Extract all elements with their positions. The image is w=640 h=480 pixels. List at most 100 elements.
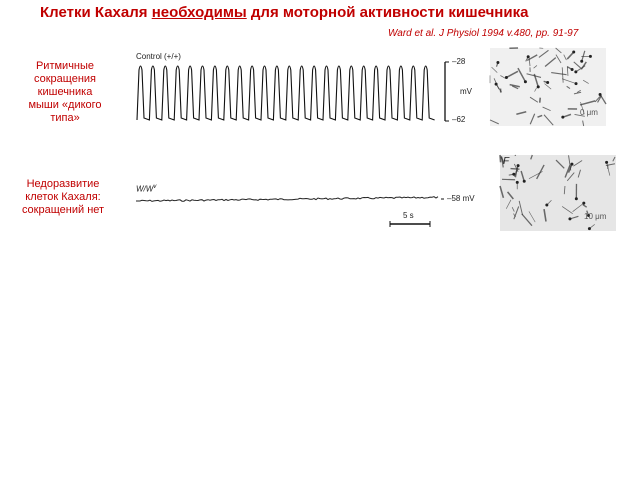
cell-process bbox=[573, 91, 582, 95]
flat-trace bbox=[136, 196, 439, 202]
cell-process bbox=[528, 211, 536, 223]
cell-process bbox=[573, 61, 581, 69]
cell-process bbox=[573, 160, 583, 167]
cell-body bbox=[570, 162, 574, 166]
cell-process bbox=[511, 207, 515, 212]
cell-process bbox=[537, 114, 543, 118]
cell-process bbox=[511, 85, 519, 90]
cell-body bbox=[588, 54, 592, 58]
caption-line: сокращения bbox=[33, 73, 96, 85]
cell-process bbox=[555, 47, 562, 54]
cell-process bbox=[582, 204, 588, 208]
cell-process bbox=[534, 87, 537, 92]
cell-body bbox=[568, 217, 572, 221]
cell-body bbox=[546, 81, 550, 85]
cell-process bbox=[530, 154, 533, 160]
cell-body bbox=[605, 160, 609, 164]
cell-process bbox=[542, 106, 551, 112]
panel-letter: F bbox=[503, 156, 510, 167]
cell-body bbox=[580, 59, 584, 63]
caption: Недоразвитие клеток Кахаля: сокращений нет bbox=[8, 178, 118, 217]
cell-process bbox=[513, 213, 516, 218]
cell-body bbox=[587, 227, 591, 231]
cell-process bbox=[561, 67, 564, 83]
cell-process bbox=[499, 154, 502, 163]
cell-body bbox=[523, 80, 527, 84]
cell-process bbox=[529, 113, 536, 125]
caption-line: Недоразвитие bbox=[26, 178, 100, 190]
cell-process bbox=[551, 72, 567, 76]
title-emphasis: необходимы bbox=[151, 4, 247, 21]
cell-process bbox=[564, 165, 571, 178]
cell-process bbox=[538, 49, 549, 58]
cell-process bbox=[561, 78, 577, 84]
cell-body bbox=[522, 179, 526, 183]
title-text: для моторной активности кишечника bbox=[246, 4, 529, 21]
cell-process bbox=[536, 164, 545, 180]
cell-process bbox=[568, 155, 572, 171]
cell-process bbox=[543, 114, 554, 126]
cell-body bbox=[504, 75, 508, 79]
cell-process bbox=[577, 169, 581, 178]
caption-line: клеток Кахаля: bbox=[25, 191, 101, 203]
cell-process bbox=[544, 83, 552, 90]
cell-process bbox=[580, 101, 585, 115]
cell-process bbox=[582, 79, 589, 84]
micrograph bbox=[500, 155, 616, 231]
cell-process bbox=[612, 156, 616, 162]
caption: Ритмичные сокращения кишечника мыши «дикого… bbox=[10, 60, 120, 125]
cell-process bbox=[517, 67, 527, 83]
scale-label: mV bbox=[460, 87, 472, 96]
cell-process bbox=[563, 54, 567, 61]
micrograph-scale: 0 μm bbox=[580, 108, 598, 117]
trace-label: W/Wv bbox=[136, 184, 156, 194]
cell-body bbox=[496, 61, 500, 65]
cell-process bbox=[533, 73, 539, 88]
cell-process bbox=[529, 96, 539, 103]
cell-process bbox=[566, 51, 575, 60]
cell-process bbox=[581, 50, 586, 62]
cell-process bbox=[514, 165, 519, 178]
slide-title: Клетки Кахаля необходимы для моторной ак… bbox=[40, 4, 528, 21]
cell-body bbox=[536, 85, 540, 89]
caption-line: кишечника bbox=[37, 86, 93, 98]
cell-process bbox=[506, 191, 514, 200]
citation: Ward et al. J Physiol 1994 v.480, pp. 91… bbox=[388, 28, 579, 39]
cell-process bbox=[499, 185, 505, 199]
scale-label: –62 bbox=[452, 115, 466, 124]
cell-process bbox=[509, 83, 520, 88]
cell-process bbox=[582, 120, 585, 127]
trace-label-sup: v bbox=[153, 184, 157, 190]
cell-body bbox=[572, 50, 576, 54]
cell-body bbox=[516, 164, 520, 168]
cell-process bbox=[566, 66, 569, 76]
level-label: –58 mV bbox=[447, 194, 475, 203]
cell-process bbox=[518, 200, 523, 216]
cell-process bbox=[513, 206, 520, 220]
cell-body bbox=[570, 68, 574, 72]
cell-process bbox=[526, 54, 538, 62]
cell-process bbox=[500, 75, 506, 79]
cell-body bbox=[515, 180, 519, 184]
cell-body bbox=[587, 213, 591, 217]
cell-process bbox=[572, 202, 585, 212]
cell-process bbox=[521, 213, 533, 227]
micrograph-scale: 10 μm bbox=[584, 212, 607, 221]
cell-process bbox=[501, 156, 504, 168]
cell-process bbox=[566, 172, 575, 182]
cell-process bbox=[543, 209, 547, 222]
cell-process bbox=[510, 167, 520, 170]
trace-label: Control (+/+) bbox=[136, 52, 181, 61]
time-label: 5 s bbox=[403, 211, 414, 220]
cell-body bbox=[526, 55, 530, 59]
cell-process bbox=[599, 94, 607, 105]
cell-process bbox=[513, 163, 519, 173]
cell-process bbox=[594, 94, 602, 103]
cell-process bbox=[491, 66, 498, 73]
cell-process bbox=[555, 54, 562, 64]
cell-process bbox=[566, 85, 571, 89]
cell-process bbox=[526, 73, 542, 78]
cell-process bbox=[580, 61, 587, 70]
